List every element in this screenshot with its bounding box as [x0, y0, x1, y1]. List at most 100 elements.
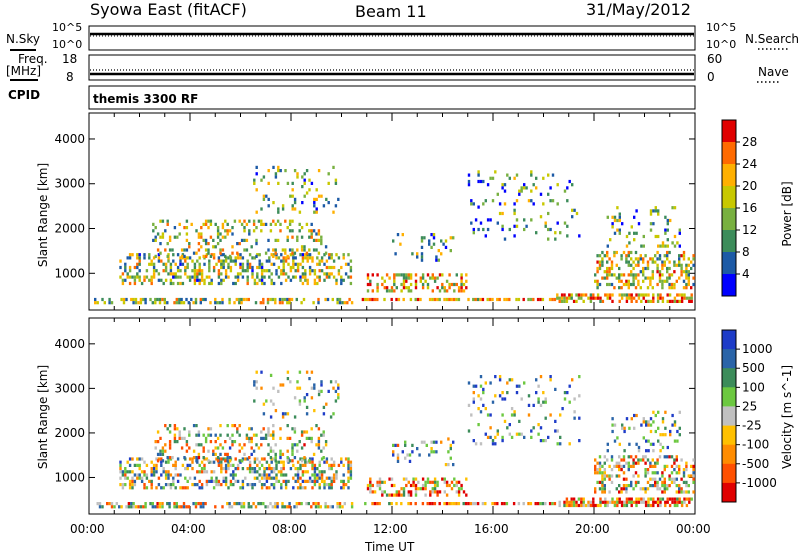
velocity-cell — [330, 476, 333, 480]
velocity-cell — [280, 486, 283, 490]
power-cell — [515, 199, 519, 203]
velocity-cell — [406, 453, 409, 457]
power-cell — [288, 222, 292, 226]
velocity-cell — [236, 427, 239, 431]
power-cell — [331, 297, 334, 302]
velocity-cell — [219, 452, 222, 456]
power-cell — [282, 269, 285, 273]
power-cell — [317, 297, 320, 302]
power-cell — [258, 265, 261, 270]
power-cell — [608, 293, 612, 297]
power-cell — [560, 299, 564, 303]
power-cell — [685, 266, 688, 271]
power-cell — [288, 229, 292, 233]
velocity-cell — [131, 479, 134, 483]
velocity-cell — [632, 458, 635, 462]
power-cell — [133, 278, 137, 282]
velocity-cell — [184, 486, 187, 490]
velocity-cell — [646, 471, 650, 475]
velocity-cell — [318, 476, 321, 480]
velocity-cell — [301, 463, 305, 467]
power-cell — [288, 248, 292, 252]
velocity-cell — [286, 412, 290, 416]
velocity-cell — [248, 483, 252, 487]
velocity-cell — [140, 476, 144, 480]
velocity-cell — [542, 439, 545, 443]
velocity-cell — [232, 476, 235, 480]
power-cell — [119, 265, 122, 270]
power-cell — [570, 296, 573, 300]
power-cell — [260, 272, 264, 276]
velocity-cell — [610, 474, 614, 478]
velocity-cell — [216, 436, 220, 440]
velocity-cell — [657, 426, 660, 430]
velocity-cell — [500, 502, 504, 506]
velocity-cell — [443, 480, 446, 484]
power-cell — [315, 238, 318, 242]
velocity-cell — [675, 455, 678, 459]
velocity-cell — [262, 502, 265, 506]
power-cell — [254, 301, 258, 305]
velocity-cell — [233, 424, 237, 428]
power-cell — [251, 272, 254, 276]
velocity-cell — [637, 449, 641, 453]
power-cell — [196, 272, 199, 276]
power-cell — [383, 297, 386, 302]
power-cell — [160, 278, 163, 282]
power-cell — [678, 299, 681, 303]
velocity-cell — [580, 497, 583, 501]
velocity-cell — [269, 373, 273, 377]
power-cell — [236, 242, 239, 246]
power-cell — [270, 278, 273, 282]
power-cell — [644, 266, 647, 271]
power-cell — [659, 244, 662, 248]
power-cell — [369, 279, 372, 283]
power-cell — [208, 259, 211, 263]
power-cell — [673, 244, 677, 248]
velocity-cell — [580, 500, 583, 504]
velocity-cell — [265, 473, 269, 477]
velocity-cell — [598, 468, 602, 472]
x-tick-label: 00:00 — [676, 522, 711, 536]
power-cell — [390, 286, 394, 290]
velocity-cell — [284, 483, 288, 487]
power-cell — [594, 279, 597, 283]
power-cell — [178, 232, 181, 236]
power-cell — [315, 207, 318, 211]
velocity-cell — [203, 463, 206, 467]
velocity-cell — [293, 456, 297, 460]
power-cell — [685, 276, 688, 280]
velocity-cell — [158, 505, 162, 509]
power-cell — [227, 262, 230, 266]
power-cell — [209, 222, 213, 226]
power-cell — [221, 248, 225, 252]
velocity-cell — [241, 486, 245, 490]
velocity-cell — [173, 505, 176, 509]
velocity-cell — [310, 505, 313, 509]
velocity-cell — [305, 436, 309, 440]
velocity-cell — [596, 480, 599, 484]
velocity-cell — [615, 461, 618, 465]
power-cell — [606, 293, 609, 297]
power-cell — [164, 269, 168, 273]
power-cell — [470, 202, 473, 206]
power-cell — [266, 301, 270, 305]
velocity-cell — [168, 440, 172, 444]
velocity-cell — [133, 483, 137, 487]
velocity-cell — [644, 468, 647, 472]
velocity-cell — [634, 471, 638, 475]
velocity-cell — [306, 460, 309, 464]
velocity-cell — [277, 470, 281, 474]
power-cell — [152, 269, 156, 273]
velocity-cell — [220, 457, 223, 461]
velocity-cell — [670, 464, 674, 468]
power-cell — [263, 269, 266, 273]
velocity-cell — [673, 477, 676, 481]
power-cell — [630, 293, 633, 297]
power-cell — [126, 275, 129, 279]
power-cell — [243, 238, 246, 242]
power-cell — [393, 282, 396, 287]
power-cell — [551, 173, 555, 177]
power-cell — [486, 227, 490, 232]
power-cell — [209, 254, 213, 258]
